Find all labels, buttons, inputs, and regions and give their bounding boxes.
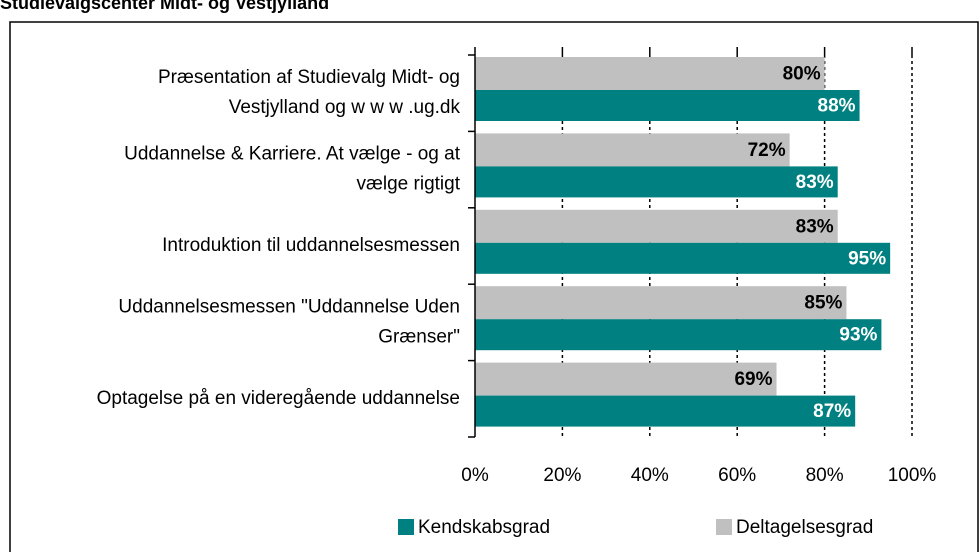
category-label-line: vælge rigtigt: [357, 174, 461, 195]
x-tick-label: 0%: [461, 465, 489, 486]
category-label: Præsentation af Studievalg Midt- og Vestj…: [158, 67, 461, 118]
bar: [475, 319, 882, 351]
chart-title: Studievalgscenter Midt- og Vestjylland: [0, 0, 329, 13]
category-label-line: Optagelse på en videregående uddannelse: [97, 388, 460, 409]
value-label: 72%: [748, 140, 786, 161]
bar: [475, 133, 790, 167]
value-label: 69%: [734, 369, 772, 390]
x-tick-label: 80%: [806, 465, 844, 486]
bar: [475, 286, 847, 320]
bar: [475, 57, 825, 90]
x-tick-label: 40%: [631, 465, 669, 486]
category-label: Optagelse på en videregående uddannelse: [97, 388, 460, 409]
category-label-line: Vestjylland og w w w .ug.dk: [229, 97, 461, 118]
category-label-line: Præsentation af Studievalg Midt- og: [158, 67, 460, 88]
bar: [475, 242, 891, 274]
bar: [475, 90, 860, 121]
category-label: Introduktion til uddannelsesmessen: [162, 235, 460, 256]
bar: [475, 362, 777, 396]
x-tick-label: 20%: [543, 465, 581, 486]
value-label: 88%: [818, 96, 856, 117]
bar: [475, 395, 856, 427]
category-label: Uddannelsesmessen "Uddannelse Uden Grænse…: [118, 296, 460, 347]
legend-swatch: [398, 519, 414, 535]
value-label: 85%: [804, 293, 842, 314]
value-label: 83%: [796, 172, 834, 193]
category-label-line: Uddannelse & Karriere. At vælge - og at: [124, 144, 461, 165]
x-tick-label: 100%: [888, 465, 937, 486]
value-label: 95%: [848, 248, 886, 269]
legend-swatch: [716, 519, 732, 535]
legend-label: Deltagelsesgrad: [736, 517, 873, 538]
bar: [475, 209, 838, 243]
bar: [475, 166, 838, 198]
value-label: 83%: [796, 216, 834, 237]
legend-label: Kendskabsgrad: [418, 517, 550, 538]
category-label-line: Grænser": [378, 326, 460, 347]
value-label: 93%: [839, 325, 877, 346]
category-label: Uddannelse & Karriere. At vælge - og at v…: [124, 144, 461, 195]
value-label: 80%: [783, 64, 821, 85]
x-tick-label: 60%: [718, 465, 756, 486]
category-label-line: Uddannelsesmessen "Uddannelse Uden: [118, 296, 460, 317]
value-label: 87%: [813, 401, 851, 422]
category-label-line: Introduktion til uddannelsesmessen: [162, 235, 460, 256]
